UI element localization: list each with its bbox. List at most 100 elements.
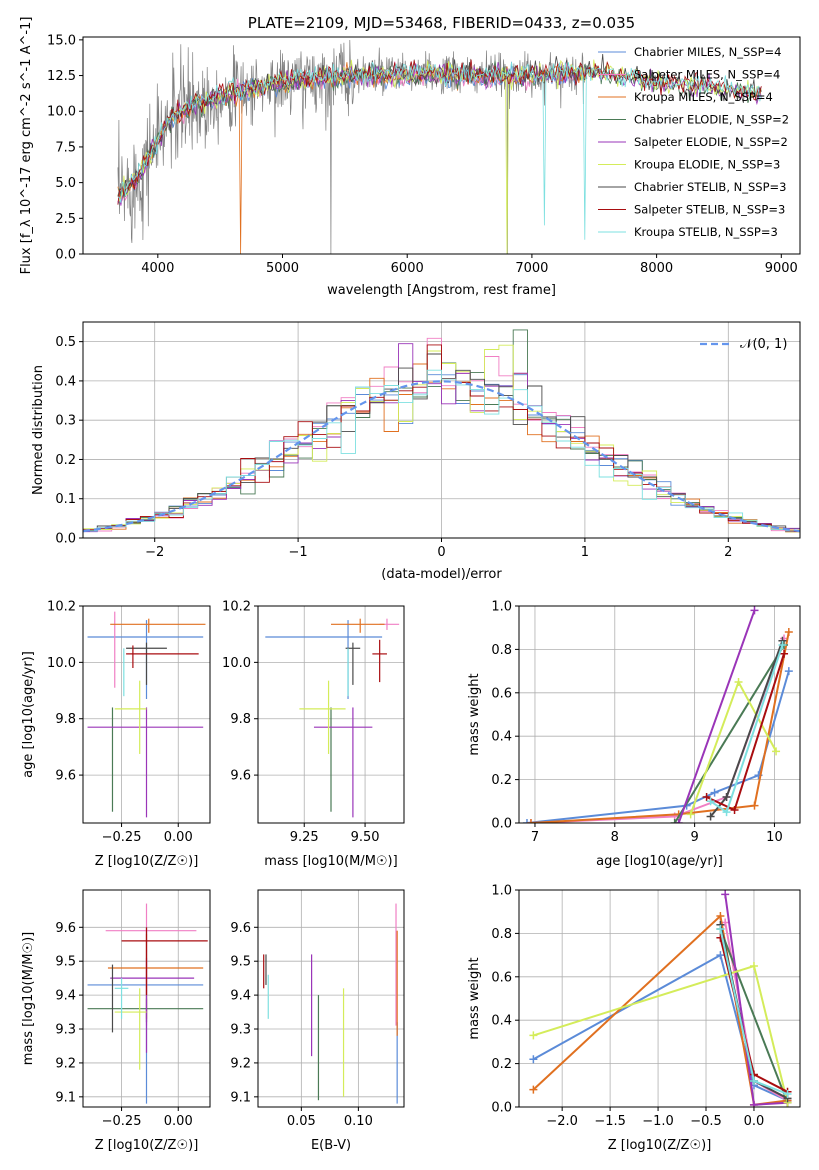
y-tick-label: 0.8 [491, 927, 512, 942]
x-tick-label: 10 [766, 830, 783, 845]
y-axis-label: age [log10(age/yr)] [21, 651, 36, 778]
weight-marker-kroupa_stelib [778, 641, 787, 650]
axes-mass-weight-vs-Z: −2.0 −1.5 −1.0 −0.5 0.0 0.0 0.2 0.4 0.6 0.8 1.0 Z [… [467, 884, 801, 1153]
weight-marker-chabrier_stelib [722, 792, 731, 801]
legend-entry: 𝒩(0, 1) [740, 337, 787, 352]
y-tick-label: 0.0 [491, 1101, 512, 1116]
x-tick-label: 0.05 [287, 1114, 316, 1129]
weight-marker-chabrier_miles [784, 667, 793, 676]
y-tick-label: 0.2 [55, 453, 76, 468]
y-tick-label: 9.2 [55, 1056, 76, 1071]
x-axis-label: wavelength [Angstrom, rest frame] [327, 283, 556, 298]
y-tick-label: 9.6 [55, 921, 76, 936]
weight-marker-salpeter_elodie [750, 606, 759, 615]
y-tick-label: 9.1 [230, 1090, 251, 1105]
residual-histogram-kroupa_stelib [83, 369, 800, 532]
y-tick-label: 0.2 [491, 773, 512, 788]
normal-curve [83, 380, 800, 533]
weight-line-kroupa_miles [532, 914, 788, 1106]
weight-line-chabrier_miles [532, 953, 788, 1102]
weight-line-chabrier_miles [526, 670, 790, 823]
x-tick-label: 7 [531, 830, 539, 845]
weight-marker-chabrier_stelib [706, 812, 715, 821]
y-tick-label: 0.3 [55, 414, 76, 429]
weight-line-salpeter_miles [530, 638, 785, 823]
x-tick-label: 9000 [765, 261, 798, 276]
y-tick-label: 1.0 [491, 884, 512, 899]
y-tick-label: 0.0 [55, 532, 76, 547]
weight-marker-chabrier_elodie [670, 819, 679, 823]
y-axis-label: mass weight [467, 673, 482, 755]
y-tick-label: 0.0 [55, 248, 76, 263]
x-axis-label: Z [log10(Z/Z☉)] [95, 1138, 199, 1153]
weight-marker-chabrier_miles [522, 819, 531, 823]
legend-entry: Kroupa STELIB, N_SSP=3 [634, 225, 778, 239]
weight-marker-salpeter_stelib [702, 792, 711, 801]
plot-area-mass-weight-vs-Z [529, 890, 792, 1107]
legend-entry: Chabrier MILES, N_SSP=4 [634, 45, 781, 59]
x-tick-label: 9.50 [351, 830, 380, 845]
y-axis-label: Flux [f_λ 10^-17 erg cm^-2 s^-1 A^-1] [19, 17, 34, 275]
y-tick-label: 0.4 [491, 1014, 512, 1029]
y-tick-label: 10.0 [47, 105, 76, 120]
x-tick-label: 7000 [515, 261, 548, 276]
x-tick-label: 4000 [141, 261, 174, 276]
x-tick-label: 8000 [640, 261, 673, 276]
x-tick-label: 1 [581, 545, 589, 560]
weight-line-chabrier_elodie [673, 644, 785, 823]
weight-marker-chabrier_miles [710, 788, 719, 797]
axes-age-vs-mass: 9.25 9.50 9.6 9.8 10.0 10.2 mass [log10(M/M☉)] [222, 600, 405, 869]
axes-frame [518, 605, 801, 824]
y-tick-label: 0.2 [491, 1057, 512, 1072]
y-tick-label: 0.6 [491, 686, 512, 701]
y-tick-label: 9.3 [55, 1023, 76, 1038]
y-tick-label: 10.2 [47, 600, 76, 615]
y-tick-label: 0.8 [491, 643, 512, 658]
y-tick-label: 1.0 [491, 600, 512, 615]
y-tick-label: 9.6 [230, 921, 251, 936]
model-spectrum-kroupa_elodie [117, 59, 762, 254]
x-axis-label: E(B-V) [311, 1138, 351, 1153]
x-tick-label: 8 [611, 830, 619, 845]
plot-area-residuals [83, 329, 800, 533]
y-axis-label: Normed distribution [31, 365, 46, 495]
plot-area-mass-vs-Z [87, 903, 208, 1104]
legend-entry: Chabrier ELODIE, N_SSP=2 [634, 113, 789, 127]
y-tick-label: 9.2 [230, 1056, 251, 1071]
weight-marker-salpeter_elodie [721, 890, 730, 899]
x-tick-label: −0.25 [102, 830, 142, 845]
x-axis-label: (data-model)/error [381, 567, 502, 582]
weight-marker-kroupa_stelib [722, 808, 731, 817]
weight-marker-salpeter_stelib [730, 805, 739, 814]
axes-frame [82, 889, 211, 1108]
plot-area-age-vs-mass [265, 618, 400, 818]
legend-entry: Kroupa ELODIE, N_SSP=3 [634, 158, 780, 172]
legend: Chabrier MILES, N_SSP=4 Salpeter MILES, N… [598, 45, 789, 239]
axes-frame [518, 889, 801, 1108]
axes-residuals: −2 −1 0 1 2 0.0 0.1 0.2 0.3 0.4 0.5 (data-model)/er… [31, 321, 801, 582]
y-tick-label: 10.2 [222, 600, 251, 615]
chart-title: PLATE=2109, MJD=53468, FIBERID=0433, z=0… [248, 14, 635, 32]
axes-frame [257, 889, 405, 1108]
x-tick-label: −0.25 [102, 1114, 142, 1129]
y-tick-label: 9.5 [55, 955, 76, 970]
y-tick-label: 9.3 [230, 1023, 251, 1038]
y-tick-label: 0.1 [55, 492, 76, 507]
y-tick-label: 10.0 [222, 656, 251, 671]
x-tick-label: 5000 [266, 261, 299, 276]
x-tick-label: 0.10 [344, 1114, 373, 1129]
model-spectrum-kroupa_stelib [117, 61, 762, 240]
y-axis-label: mass weight [467, 957, 482, 1039]
weight-marker-kroupa_stelib [716, 925, 725, 934]
x-tick-label: 9 [690, 830, 698, 845]
y-tick-label: 0.4 [55, 374, 76, 389]
plot-area-age-vs-Z [87, 611, 206, 818]
plot-area-mass-vs-ebv [263, 903, 398, 1104]
weight-marker-kroupa_miles [529, 1085, 538, 1094]
y-tick-label: 2.5 [55, 212, 76, 227]
x-tick-label: 0.00 [164, 1114, 193, 1129]
y-tick-label: 9.6 [230, 769, 251, 784]
axes-frame [82, 605, 211, 824]
weight-marker-salpeter_elodie [674, 819, 683, 823]
y-tick-label: 10.0 [47, 656, 76, 671]
